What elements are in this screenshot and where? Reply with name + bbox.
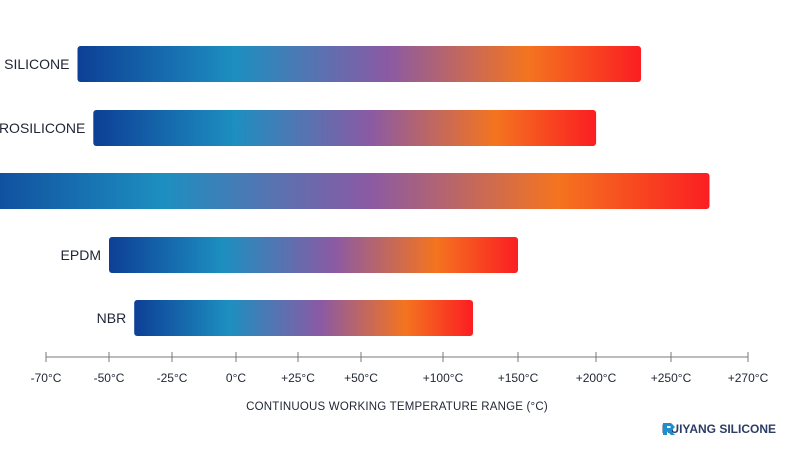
category-labels-group: SILICONEFLUOROSILICONEPTFEEPDMNBR bbox=[0, 56, 126, 326]
x-tick-label: 0°C bbox=[226, 371, 246, 385]
x-tick-label: +250°C bbox=[651, 371, 692, 385]
bars-group bbox=[0, 46, 710, 336]
bar-silicone bbox=[77, 46, 641, 82]
bar-nbr bbox=[134, 300, 473, 336]
x-tick-label: +25°C bbox=[281, 371, 315, 385]
x-tick-label: +100°C bbox=[423, 371, 464, 385]
x-tick-label: +270°C bbox=[728, 371, 769, 385]
x-tick-label: +200°C bbox=[576, 371, 617, 385]
category-label-epdm: EPDM bbox=[61, 247, 101, 263]
x-axis-title: CONTINUOUS WORKING TEMPERATURE RANGE (°C… bbox=[246, 401, 548, 413]
bar-epdm bbox=[109, 237, 518, 273]
ry-logo-icon bbox=[662, 423, 675, 435]
x-tick-label: -25°C bbox=[157, 371, 188, 385]
category-label-fluorosilicone: FLUOROSILICONE bbox=[0, 120, 85, 136]
bar-ptfe bbox=[0, 173, 710, 209]
x-tick-label: -50°C bbox=[94, 371, 125, 385]
category-label-nbr: NBR bbox=[97, 310, 127, 326]
bar-fluorosilicone bbox=[93, 110, 597, 146]
x-ticks-group: -70°C -50°C -25°C 0°C +25°C +50°C +100°C +150°C… bbox=[31, 352, 769, 385]
x-tick-label: +150°C bbox=[498, 371, 539, 385]
brand-logo: RUIYANG SILICONE bbox=[662, 422, 776, 436]
category-label-silicone: SILICONE bbox=[4, 56, 69, 72]
x-tick-label: -70°C bbox=[31, 371, 62, 385]
brand-name: RUIYANG SILICONE bbox=[661, 422, 776, 436]
x-tick-label: +50°C bbox=[344, 371, 378, 385]
